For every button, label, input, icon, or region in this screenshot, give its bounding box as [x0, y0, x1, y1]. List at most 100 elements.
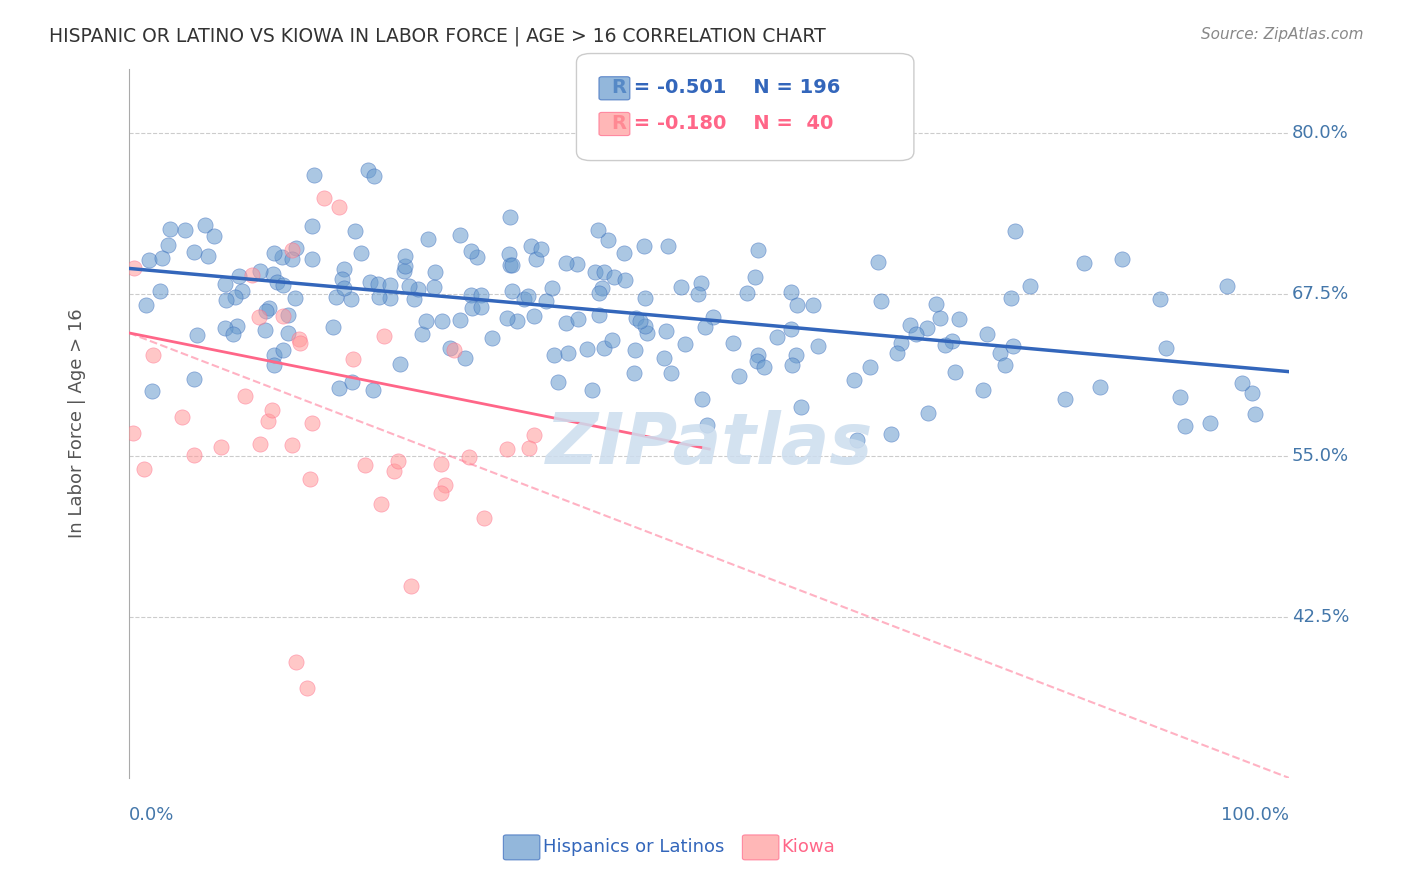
Point [752, 360, 775, 375]
Point [271, 278, 294, 293]
Point [498, 210, 520, 224]
Point [214, 277, 236, 292]
Point [1019, 279, 1042, 293]
Text: ZIPatlas: ZIPatlas [546, 410, 873, 479]
Point [224, 290, 246, 304]
Point [298, 472, 321, 486]
Point [1054, 392, 1077, 407]
Point [378, 291, 401, 305]
Point [1001, 339, 1024, 353]
Point [1199, 416, 1222, 430]
Point [183, 448, 205, 462]
Point [439, 341, 461, 355]
Point [554, 256, 576, 270]
Point [592, 265, 614, 279]
Point [453, 351, 475, 365]
Point [624, 310, 647, 325]
Point [284, 291, 307, 305]
Point [342, 351, 364, 366]
Point [359, 275, 381, 289]
Point [394, 249, 416, 263]
Point [389, 357, 412, 371]
Point [596, 233, 619, 247]
Text: Kiowa: Kiowa [782, 838, 835, 856]
Text: 80.0%: 80.0% [1292, 124, 1348, 142]
Point [392, 264, 415, 278]
Point [461, 301, 484, 315]
Point [592, 280, 614, 294]
Point [655, 324, 678, 338]
Point [408, 282, 430, 296]
Point [747, 243, 769, 257]
Point [174, 223, 197, 237]
Point [866, 255, 889, 269]
Point [262, 267, 284, 281]
Point [433, 478, 456, 492]
Point [541, 281, 564, 295]
Text: Hispanics or Latinos: Hispanics or Latinos [543, 838, 724, 856]
Point [786, 297, 808, 311]
Point [222, 326, 245, 341]
Point [696, 417, 718, 432]
Point [898, 318, 921, 332]
Point [325, 290, 347, 304]
Point [636, 326, 658, 340]
Point [880, 427, 903, 442]
Point [450, 228, 472, 243]
Point [948, 312, 970, 326]
Point [586, 223, 609, 237]
Point [721, 336, 744, 351]
Point [141, 384, 163, 398]
Point [623, 343, 645, 357]
Point [430, 457, 453, 471]
Point [498, 258, 520, 272]
Point [472, 510, 495, 524]
Point [1168, 390, 1191, 404]
Point [260, 403, 283, 417]
Point [925, 297, 948, 311]
Point [290, 335, 312, 350]
Point [1004, 224, 1026, 238]
Point [382, 464, 405, 478]
Point [378, 277, 401, 292]
Point [498, 247, 520, 261]
Point [263, 358, 285, 372]
Point [430, 314, 453, 328]
Point [302, 168, 325, 182]
Point [744, 270, 766, 285]
Point [785, 348, 807, 362]
Point [917, 321, 939, 335]
Text: R = -0.501    N = 196: R = -0.501 N = 196 [612, 78, 839, 97]
Point [339, 292, 361, 306]
Point [523, 427, 546, 442]
Text: In Labor Force | Age > 16: In Labor Force | Age > 16 [67, 309, 86, 538]
Point [373, 329, 395, 343]
Point [567, 311, 589, 326]
Point [657, 238, 679, 252]
Point [197, 248, 219, 262]
Point [779, 285, 801, 300]
Point [398, 279, 420, 293]
Point [1149, 293, 1171, 307]
Point [423, 265, 446, 279]
Point [634, 291, 657, 305]
Point [257, 301, 280, 315]
Point [183, 372, 205, 386]
Point [249, 264, 271, 278]
Point [322, 319, 344, 334]
Point [623, 366, 645, 380]
Point [284, 655, 307, 669]
Point [1000, 291, 1022, 305]
Point [581, 383, 603, 397]
Point [502, 258, 524, 272]
Point [277, 308, 299, 322]
Point [496, 311, 519, 326]
Point [628, 313, 651, 327]
Point [905, 326, 928, 341]
Point [807, 338, 830, 352]
Point [470, 300, 492, 314]
Point [547, 375, 569, 389]
Text: 0.0%: 0.0% [129, 806, 174, 824]
Text: 67.5%: 67.5% [1292, 285, 1348, 303]
Point [481, 331, 503, 345]
